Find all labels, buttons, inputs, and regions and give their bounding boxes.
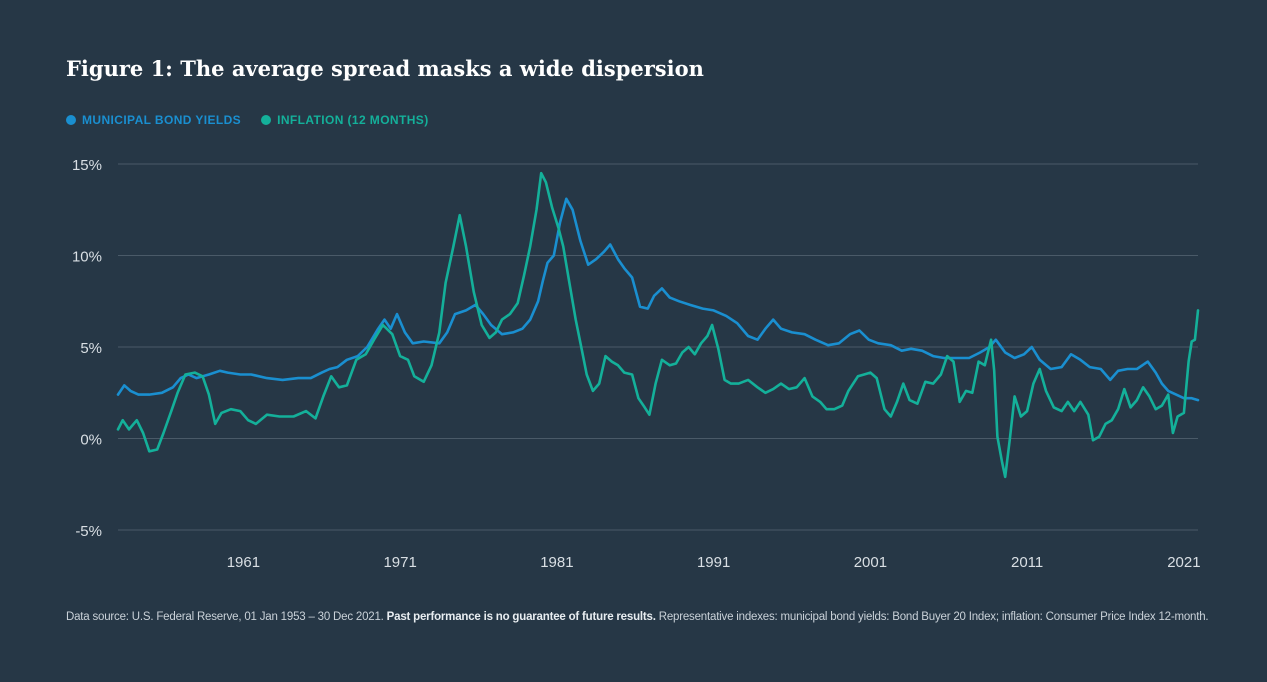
footer-source: Data source: U.S. Federal Reserve, 01 Ja… (66, 611, 384, 623)
chart-title: Figure 1: The average spread masks a wid… (66, 56, 704, 81)
y-tick-label: 15% (72, 157, 102, 174)
legend-label-municipal: MUNICIPAL BOND YIELDS (82, 113, 242, 127)
legend-item-inflation[interactable]: INFLATION (12 MONTHS) (261, 113, 429, 127)
legend-item-municipal[interactable]: MUNICIPAL BOND YIELDS (66, 113, 241, 127)
x-axis-ticks: 1961 1971 1981 1991 2001 2011 2021 (227, 554, 1201, 571)
x-tick-label: 1961 (227, 554, 260, 571)
series-line-inflation (116, 171, 1200, 479)
y-tick-label: 10% (72, 249, 102, 266)
series-layer (116, 171, 1200, 479)
chart-legend: MUNICIPAL BOND YIELDS INFLATION (12 MONT… (66, 113, 429, 127)
x-tick-label: 2011 (1011, 554, 1043, 571)
legend-label-inflation: INFLATION (12 MONTHS) (277, 113, 429, 127)
x-tick-label: 2021 (1167, 554, 1200, 571)
x-tick-label: 2001 (854, 554, 887, 571)
x-tick-label: 1981 (540, 554, 573, 571)
line-chart: 15% 10% 5% 0% -5% 1961 1971 1981 1991 2001 2011 20… (72, 157, 1201, 571)
series-line-municipal-bond-yields (116, 197, 1200, 402)
x-tick-label: 1991 (697, 554, 730, 571)
legend-dot-inflation (261, 115, 272, 125)
y-tick-label: 0% (80, 432, 102, 449)
grid-layer (118, 163, 1198, 531)
footer-indexes: Representative indexes: municipal bond y… (658, 611, 1209, 623)
y-axis-ticks: 15% 10% 5% 0% -5% (72, 157, 102, 540)
footer-disclaimer: Past performance is no guarantee of futu… (386, 611, 656, 623)
y-tick-label: -5% (75, 523, 102, 540)
footer-note: Data source: U.S. Federal Reserve, 01 Ja… (66, 611, 1209, 623)
legend-dot-municipal (66, 115, 76, 125)
y-tick-label: 5% (80, 340, 102, 357)
x-tick-label: 1971 (383, 554, 416, 571)
